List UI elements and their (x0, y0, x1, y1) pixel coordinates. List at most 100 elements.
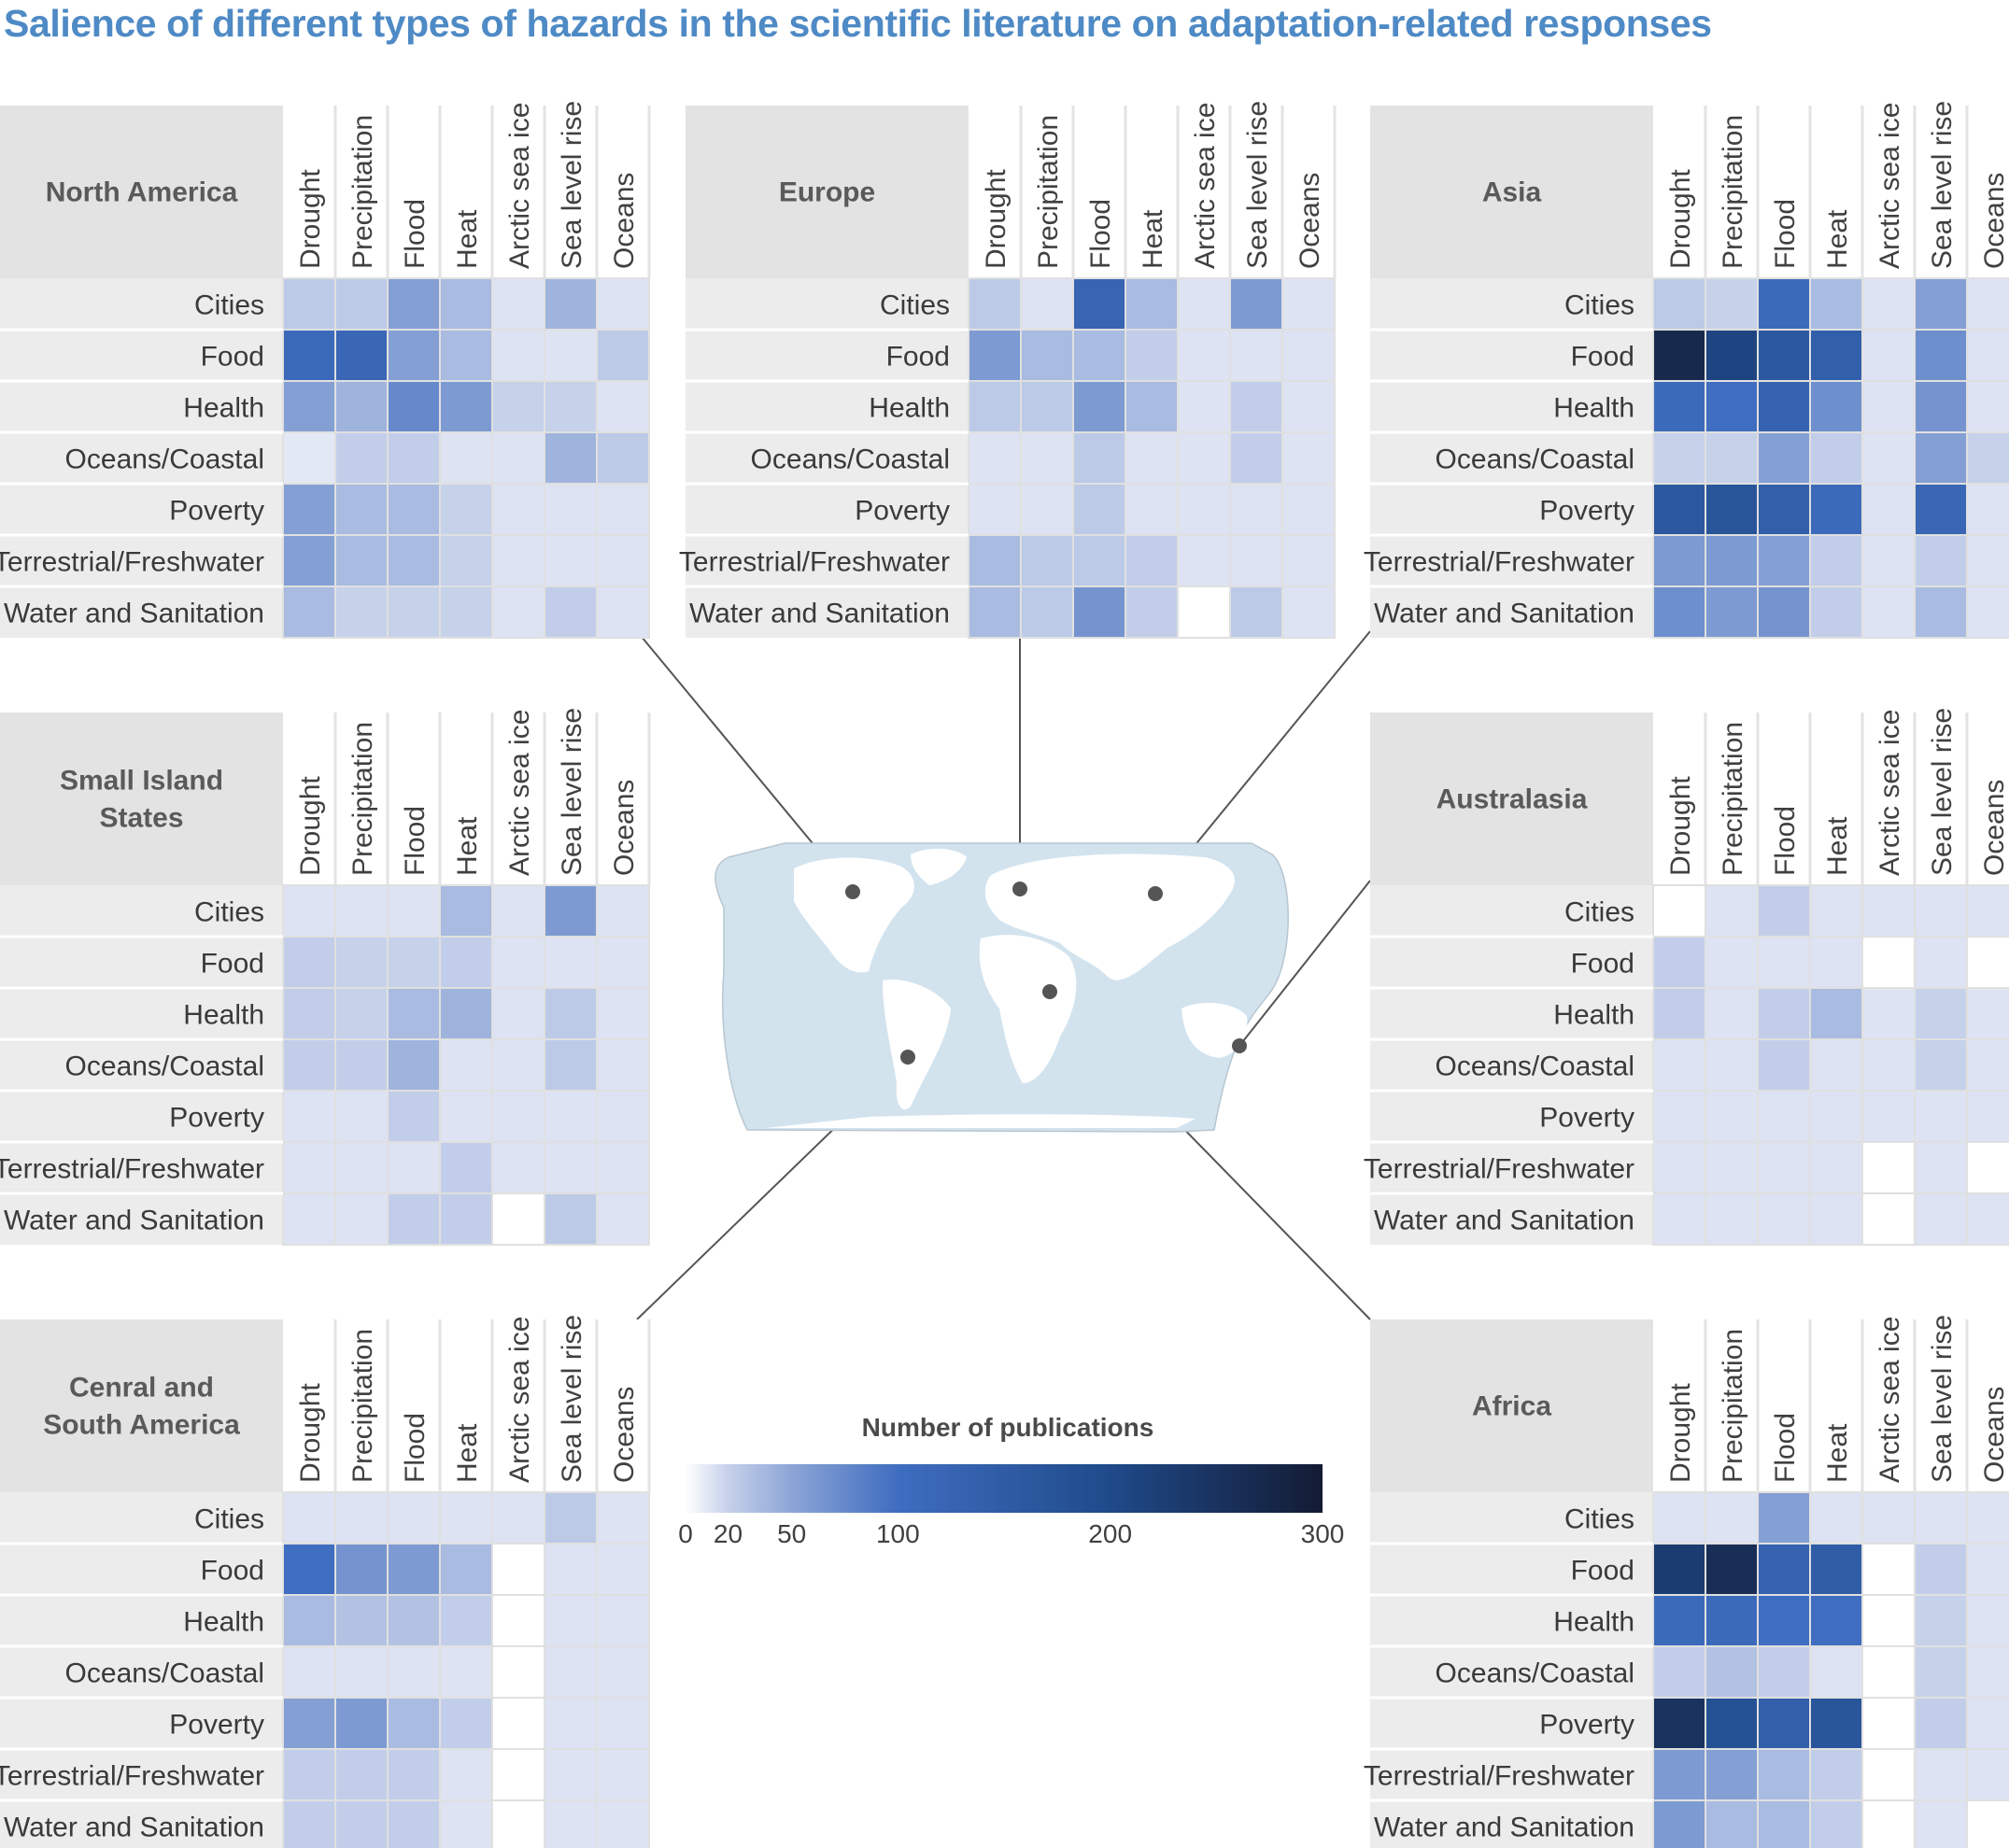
cell-food-heat (1809, 329, 1863, 382)
row-label-cities: Cities (880, 290, 950, 321)
cell-water-and-sanitation-drought (282, 1799, 336, 1848)
cell-oceans-coastal-arctic-sea-ice (1861, 1038, 1916, 1092)
cell-food-drought (282, 1543, 336, 1596)
cell-poverty-sea-level-rise (544, 483, 598, 536)
cell-terrestrial-freshwater-arctic-sea-ice (1861, 1141, 1916, 1194)
cell-oceans-coastal-precipitation (334, 431, 389, 485)
map-marker-asia (1148, 886, 1163, 901)
cell-food-precipitation (1020, 329, 1074, 382)
column-label-oceans: Oceans (609, 1387, 640, 1483)
cell-health-sea-level-rise (1914, 1594, 1968, 1647)
region-label: Africa (1472, 1391, 1551, 1422)
cell-poverty-oceans (1966, 1697, 2009, 1750)
row-label-health: Health (1553, 393, 1634, 424)
row-label-terrestrial-freshwater: Terrestrial/Freshwater (1364, 1761, 1634, 1792)
column-label-flood: Flood (1085, 199, 1116, 269)
cell-poverty-oceans (596, 483, 650, 536)
cell-water-and-sanitation-arctic-sea-ice (1861, 1799, 1916, 1848)
column-label-arctic-sea-ice: Arctic sea ice (1875, 103, 1905, 269)
cell-water-and-sanitation-heat (1125, 585, 1179, 639)
cell-water-and-sanitation-arctic-sea-ice (491, 1799, 545, 1848)
cell-poverty-heat (1809, 1697, 1863, 1750)
cell-food-flood (1757, 329, 1811, 382)
cell-terrestrial-freshwater-arctic-sea-ice (1177, 534, 1231, 587)
region-label-line: Cenral and (69, 1373, 214, 1404)
cell-oceans-coastal-heat (439, 431, 493, 485)
cell-food-flood (387, 1543, 441, 1596)
cell-oceans-coastal-precipitation (1705, 1038, 1759, 1092)
column-label-drought: Drought (1665, 776, 1696, 876)
cell-terrestrial-freshwater-precipitation (1705, 1141, 1759, 1194)
cell-cities-flood (387, 277, 441, 331)
cell-terrestrial-freshwater-arctic-sea-ice (491, 534, 545, 587)
cell-health-precipitation (334, 380, 389, 433)
cell-terrestrial-freshwater-flood (1757, 1141, 1811, 1194)
cell-terrestrial-freshwater-sea-level-rise (1914, 1748, 1968, 1801)
page-title: Salience of different types of hazards i… (4, 2, 1712, 45)
cell-oceans-coastal-flood (1757, 1645, 1811, 1699)
row-label-bg (0, 278, 283, 638)
row-label-poverty: Poverty (1539, 1103, 1634, 1134)
cell-poverty-arctic-sea-ice (491, 1697, 545, 1750)
cell-food-precipitation (334, 936, 389, 989)
cell-poverty-arctic-sea-ice (1861, 1697, 1916, 1750)
row-label-poverty: Poverty (169, 1103, 264, 1134)
cell-water-and-sanitation-drought (1652, 585, 1706, 639)
cell-health-precipitation (1705, 1594, 1759, 1647)
world-map (714, 842, 1289, 1133)
cell-water-and-sanitation-precipitation (334, 1192, 389, 1246)
cell-food-precipitation (1705, 936, 1759, 989)
row-label-water-and-sanitation: Water and Sanitation (4, 599, 264, 629)
cell-terrestrial-freshwater-precipitation (334, 534, 389, 587)
cell-water-and-sanitation-drought (968, 585, 1022, 639)
cell-oceans-coastal-drought (282, 431, 336, 485)
column-label-flood: Flood (1770, 1413, 1801, 1483)
cell-poverty-oceans (596, 1090, 650, 1143)
panel-africa: Africa Drought Precipitation Flood Heat Arcti… (1364, 1315, 2009, 1848)
cell-water-and-sanitation-precipitation (1705, 1192, 1759, 1246)
cell-cities-flood (387, 884, 441, 938)
cell-oceans-coastal-sea-level-rise (1914, 1645, 1968, 1699)
row-label-health: Health (183, 1000, 264, 1031)
legend-tick-label: 0 (678, 1519, 693, 1548)
cell-water-and-sanitation-oceans (1966, 585, 2009, 639)
cell-oceans-coastal-heat (439, 1038, 493, 1092)
column-label-sea-level-rise: Sea level rise (1927, 708, 1958, 876)
map-land-greenland (911, 848, 967, 885)
cell-terrestrial-freshwater-heat (1809, 534, 1863, 587)
cell-oceans-coastal-arctic-sea-ice (491, 431, 545, 485)
cell-cities-oceans (1966, 1491, 2009, 1545)
cell-cities-drought (282, 884, 336, 938)
row-label-oceans-coastal: Oceans/Coastal (65, 444, 264, 475)
cell-water-and-sanitation-arctic-sea-ice (1177, 585, 1231, 639)
cell-cities-heat (439, 884, 493, 938)
row-label-food: Food (201, 342, 264, 373)
region-label-line: Africa (1472, 1391, 1551, 1422)
cell-oceans-coastal-heat (1125, 431, 1179, 485)
cell-cities-sea-level-rise (544, 277, 598, 331)
cell-oceans-coastal-precipitation (1705, 1645, 1759, 1699)
row-label-water-and-sanitation: Water and Sanitation (1374, 1206, 1634, 1236)
cell-food-precipitation (1705, 329, 1759, 382)
row-label-health: Health (183, 1607, 264, 1638)
cell-water-and-sanitation-drought (282, 585, 336, 639)
legend: Number of publications 0 20 50 100 200 300 (678, 1413, 1344, 1548)
row-label-food: Food (1571, 1556, 1634, 1587)
cell-terrestrial-freshwater-heat (439, 1141, 493, 1194)
cell-cities-oceans (596, 884, 650, 938)
cell-health-drought (282, 380, 336, 433)
panel-north-america: North America Drought Precipitation Flood He… (0, 101, 651, 639)
column-header-bg (1653, 712, 2009, 885)
row-label-oceans-coastal: Oceans/Coastal (1436, 1658, 1634, 1689)
row-label-poverty: Poverty (169, 496, 264, 527)
map-land-eurasia (984, 853, 1235, 980)
cell-poverty-arctic-sea-ice (491, 1090, 545, 1143)
column-label-sea-level-rise: Sea level rise (1927, 101, 1958, 269)
cell-health-oceans (1966, 1594, 2009, 1647)
cell-water-and-sanitation-precipitation (1705, 1799, 1759, 1848)
cell-health-drought (1652, 1594, 1706, 1647)
cell-food-flood (1757, 1543, 1811, 1596)
cell-poverty-oceans (1966, 1090, 2009, 1143)
column-label-precipitation: Precipitation (1718, 115, 1748, 269)
panel-header-bg (1370, 712, 1653, 885)
